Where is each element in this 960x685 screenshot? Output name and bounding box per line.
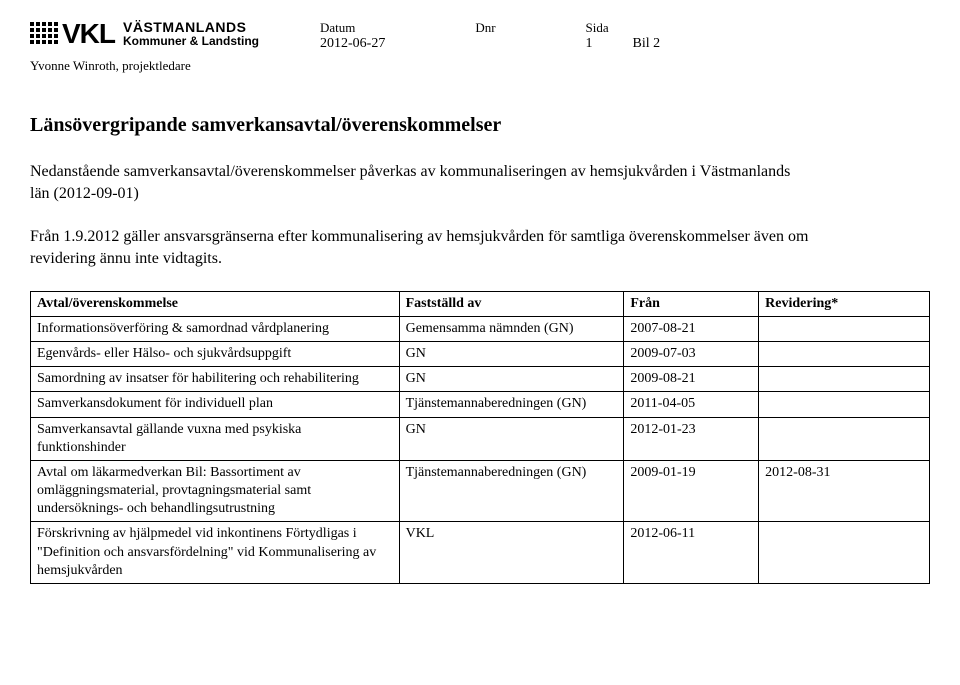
logo-stack: VÄSTMANLANDS Kommuner & Landsting <box>123 20 259 47</box>
cell-fran: 2009-07-03 <box>624 341 759 366</box>
cell-revidering <box>759 522 930 584</box>
table-row: Informationsöverföring & samordnad vårdp… <box>31 316 930 341</box>
cell-revidering <box>759 417 930 460</box>
cell-faststalld: GN <box>399 367 624 392</box>
th-faststalld: Fastställd av <box>399 291 624 316</box>
cell-revidering <box>759 367 930 392</box>
sida-label: Sida <box>586 20 661 36</box>
cell-fran: 2009-08-21 <box>624 367 759 392</box>
sida-value: 1 <box>586 36 593 52</box>
cell-revidering <box>759 392 930 417</box>
cell-fran: 2012-06-11 <box>624 522 759 584</box>
author-line: Yvonne Winroth, projektledare <box>30 58 930 74</box>
cell-avtal: Samverkansavtal gällande vuxna med psyki… <box>31 417 400 460</box>
cell-fran: 2009-01-19 <box>624 460 759 522</box>
th-avtal: Avtal/överenskommelse <box>31 291 400 316</box>
cell-avtal: Förskrivning av hjälpmedel vid inkontine… <box>31 522 400 584</box>
dnr-label: Dnr <box>475 20 495 36</box>
table-row: Förskrivning av hjälpmedel vid inkontine… <box>31 522 930 584</box>
bil-value: Bil 2 <box>633 36 661 52</box>
meta-dnr: Dnr <box>475 20 495 52</box>
table-header-row: Avtal/överenskommelse Fastställd av Från… <box>31 291 930 316</box>
cell-fran: 2012-01-23 <box>624 417 759 460</box>
cell-avtal: Egenvårds- eller Hälso- och sjukvårdsupp… <box>31 341 400 366</box>
cell-revidering <box>759 316 930 341</box>
logo-main-text: VKL <box>62 20 115 48</box>
cell-fran: 2007-08-21 <box>624 316 759 341</box>
table-row: Samordning av insatser för habilitering … <box>31 367 930 392</box>
cell-revidering <box>759 341 930 366</box>
meta-block: Datum 2012-06-27 Dnr Sida 1 Bil 2 <box>320 20 660 52</box>
meta-sida: Sida 1 Bil 2 <box>586 20 661 52</box>
agreements-table: Avtal/överenskommelse Fastställd av Från… <box>30 291 930 584</box>
cell-avtal: Samverkansdokument för individuell plan <box>31 392 400 417</box>
logo-line1: VÄSTMANLANDS <box>123 20 259 35</box>
meta-datum: Datum 2012-06-27 <box>320 20 385 52</box>
cell-faststalld: Gemensamma nämnden (GN) <box>399 316 624 341</box>
table-body: Informationsöverföring & samordnad vårdp… <box>31 316 930 583</box>
page-title: Länsövergripande samverkansavtal/överens… <box>30 114 930 137</box>
table-row: Egenvårds- eller Hälso- och sjukvårdsupp… <box>31 341 930 366</box>
datum-value: 2012-06-27 <box>320 36 385 52</box>
datum-label: Datum <box>320 20 385 36</box>
cell-revidering: 2012-08-31 <box>759 460 930 522</box>
paragraph-2: Från 1.9.2012 gäller ansvarsgränserna ef… <box>30 226 810 271</box>
cell-faststalld: GN <box>399 341 624 366</box>
cell-faststalld: Tjänstemannaberedningen (GN) <box>399 460 624 522</box>
th-fran: Från <box>624 291 759 316</box>
logo-dots-icon <box>30 22 58 44</box>
cell-faststalld: Tjänstemannaberedningen (GN) <box>399 392 624 417</box>
document-header: VKL VÄSTMANLANDS Kommuner & Landsting Da… <box>30 20 930 52</box>
cell-avtal: Samordning av insatser för habilitering … <box>31 367 400 392</box>
logo-line2: Kommuner & Landsting <box>123 35 259 48</box>
table-row: Samverkansdokument för individuell plan … <box>31 392 930 417</box>
cell-faststalld: VKL <box>399 522 624 584</box>
table-row: Avtal om läkarmedverkan Bil: Bassortimen… <box>31 460 930 522</box>
cell-fran: 2011-04-05 <box>624 392 759 417</box>
paragraph-1: Nedanstående samverkansavtal/överenskomm… <box>30 161 810 206</box>
cell-faststalld: GN <box>399 417 624 460</box>
th-revidering: Revidering* <box>759 291 930 316</box>
cell-avtal: Avtal om läkarmedverkan Bil: Bassortimen… <box>31 460 400 522</box>
table-row: Samverkansavtal gällande vuxna med psyki… <box>31 417 930 460</box>
logo-block: VKL VÄSTMANLANDS Kommuner & Landsting <box>30 20 320 48</box>
cell-avtal: Informationsöverföring & samordnad vårdp… <box>31 316 400 341</box>
